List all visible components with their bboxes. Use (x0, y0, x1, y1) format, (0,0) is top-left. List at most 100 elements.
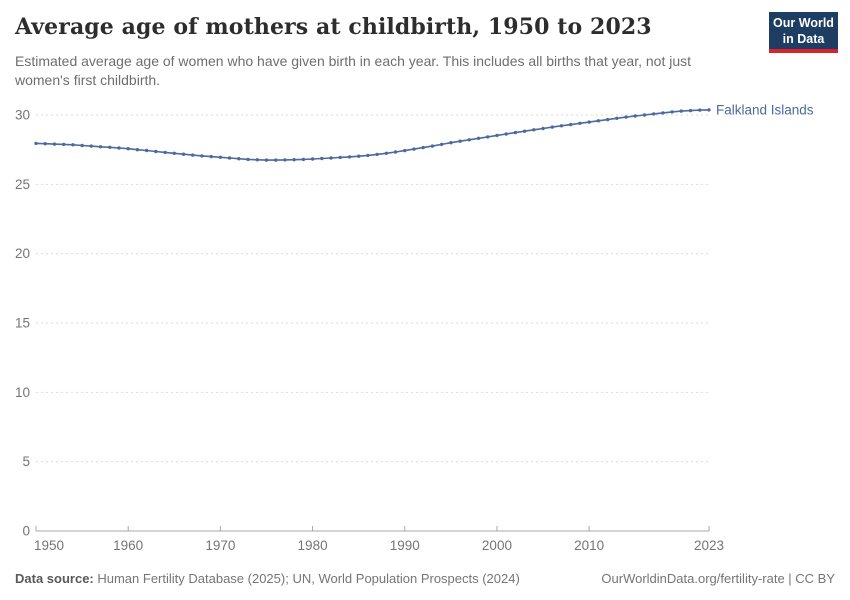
data-point (541, 126, 545, 131)
data-point (108, 145, 112, 149)
data-point (218, 155, 223, 159)
data-point (504, 132, 508, 136)
y-tick-label-10: 10 (15, 385, 30, 400)
data-point (578, 121, 582, 126)
x-tick-label-1960: 1960 (113, 538, 143, 553)
data-point (384, 151, 388, 155)
data-point (439, 142, 444, 147)
data-point (642, 113, 647, 117)
data-point (421, 145, 425, 150)
data-point (98, 145, 103, 149)
owid-logo-line2: in Data (782, 32, 825, 46)
data-point (615, 116, 619, 121)
data-point (449, 141, 453, 145)
data-point (144, 148, 149, 153)
page-title: Average age of mothers at childbirth, 19… (15, 14, 652, 40)
data-point (679, 109, 683, 113)
data-point (587, 120, 591, 124)
x-tick-label-1990: 1990 (390, 538, 420, 553)
data-point (624, 115, 628, 119)
data-point (89, 144, 94, 148)
data-point (181, 152, 186, 156)
data-point (274, 158, 278, 162)
data-source-note: Data source: Human Fertility Database (2… (15, 571, 520, 586)
data-point (513, 130, 518, 135)
x-tick-label-2000: 2000 (482, 538, 512, 553)
entity-label: Falkland Islands (716, 102, 814, 117)
data-point (154, 149, 158, 154)
data-point (200, 154, 204, 158)
data-point (550, 125, 554, 129)
data-point (62, 142, 66, 147)
data-point (338, 155, 342, 160)
data-point (357, 154, 361, 158)
y-tick-label-5: 5 (22, 454, 30, 469)
data-point (347, 155, 352, 159)
data-point (366, 153, 370, 158)
data-point (117, 146, 121, 150)
data-point (633, 114, 637, 118)
data-point (264, 158, 269, 162)
data-point (707, 108, 711, 112)
data-point (71, 143, 75, 147)
data-point (301, 157, 306, 162)
data-point (698, 108, 702, 112)
data-source-label: Data source: (15, 571, 94, 586)
data-source-text: Human Fertility Database (2025); UN, Wor… (93, 571, 520, 586)
owid-logo: Our World in Data (769, 12, 838, 53)
data-point (596, 119, 601, 123)
data-point (135, 148, 140, 152)
y-tick-label-30: 30 (15, 108, 30, 123)
data-point (522, 129, 527, 133)
x-tick-label-2010: 2010 (574, 538, 604, 553)
y-tick-label-25: 25 (15, 177, 30, 192)
data-point (227, 156, 232, 160)
data-point (283, 158, 287, 162)
data-point (412, 147, 416, 151)
chart-subtitle: Estimated average age of women who have … (15, 53, 692, 88)
data-point (292, 158, 296, 162)
data-point (34, 141, 38, 146)
data-point (126, 147, 130, 151)
x-tick-label-2023: 2023 (694, 538, 724, 553)
data-point (329, 156, 333, 160)
data-point (532, 128, 536, 132)
owid-url-link[interactable]: OurWorldinData.org/fertility-rate | CC B… (601, 571, 835, 586)
owid-logo-line1: Our World (773, 16, 834, 30)
data-point (320, 156, 324, 161)
x-tick-label-1980: 1980 (298, 538, 328, 553)
data-point (430, 144, 435, 148)
x-tick-label-1970: 1970 (205, 538, 235, 553)
y-tick-label-0: 0 (22, 524, 30, 539)
data-point (237, 157, 241, 161)
data-point (80, 143, 84, 148)
data-point (209, 154, 213, 159)
data-point (246, 157, 250, 162)
data-point (191, 153, 195, 157)
data-point (310, 157, 315, 161)
data-point (403, 148, 407, 153)
data-point (476, 136, 481, 140)
data-point (43, 142, 47, 146)
data-point (559, 124, 564, 128)
data-point (688, 108, 693, 113)
x-tick-label-1950: 1950 (34, 538, 64, 553)
y-tick-label-15: 15 (15, 316, 30, 331)
data-point (605, 117, 610, 122)
chart-footer: Data source: Human Fertility Database (2… (15, 571, 835, 586)
data-point (255, 158, 259, 162)
data-point (458, 139, 462, 143)
data-point (172, 151, 176, 155)
data-point (375, 152, 379, 157)
data-point (652, 112, 656, 116)
data-point (52, 142, 57, 146)
data-line-falkland-islands (35, 109, 710, 161)
data-point (569, 122, 573, 127)
data-point (670, 110, 674, 114)
data-point (661, 111, 665, 115)
data-point (467, 138, 471, 142)
data-point (163, 150, 167, 155)
data-point (495, 133, 499, 138)
